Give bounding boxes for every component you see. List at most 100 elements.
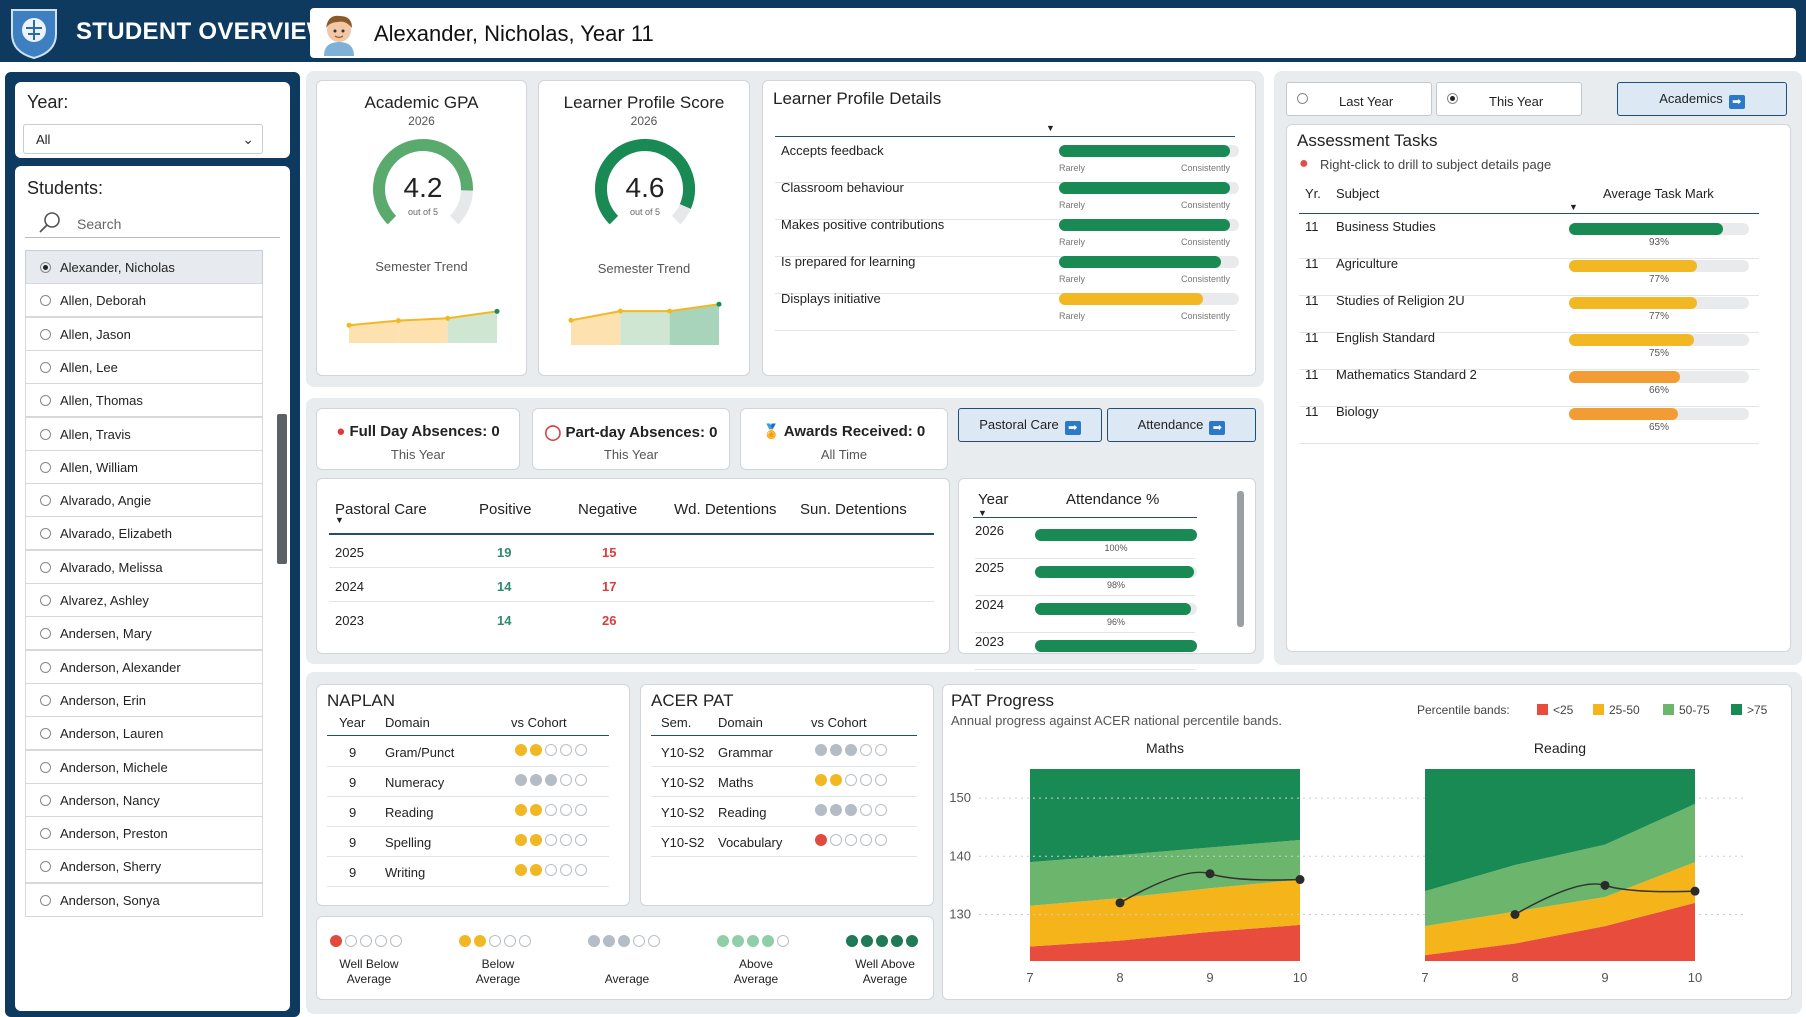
student-list-item[interactable]: Alvarado, Elizabeth [25, 516, 263, 551]
sparkline-point [716, 301, 722, 307]
cohort-rating-dots [330, 935, 402, 947]
learner-profile-details-title: Learner Profile Details [773, 89, 942, 108]
last-year-tab[interactable]: Last Year [1286, 82, 1432, 116]
pastoral-care-table: Pastoral Care Positive Negative Wd. Dete… [316, 478, 950, 654]
student-list-item[interactable]: Allen, Deborah [25, 283, 263, 318]
radio-icon [40, 661, 51, 673]
row-divider [329, 567, 934, 568]
assessment-mark-fill [1569, 260, 1698, 272]
rating-dot-filled [846, 935, 858, 947]
x-tick-label: 10 [1688, 970, 1702, 985]
radio-icon [40, 495, 51, 507]
assessment-row[interactable]: 11 Agriculture 77% [1299, 254, 1759, 296]
attendance-scrollbar[interactable] [1237, 491, 1244, 627]
rating-dot-empty [875, 744, 887, 756]
year-dropdown[interactable]: All ⌄ [23, 124, 263, 154]
student-list-item[interactable]: Anderson, Preston [25, 816, 263, 851]
academics-button[interactable]: Academics ➡ [1617, 82, 1787, 116]
attendance-pct-label: 100% [1104, 543, 1128, 553]
acer-domain: Maths [718, 775, 754, 790]
part-day-absences-text: Part-day Absences: 0 [565, 424, 718, 441]
student-list-item[interactable]: Alvarado, Angie [25, 483, 263, 518]
student-list-item[interactable]: Anderson, Nancy [25, 782, 263, 817]
band-label: >75 [1747, 703, 1768, 717]
student-list-item[interactable]: Allen, Travis [25, 416, 263, 451]
pastoral-care-button[interactable]: Pastoral Care ➡ [958, 408, 1102, 442]
band-label: 25-50 [1609, 703, 1640, 717]
cohort-legend-line1: Well Below [339, 957, 399, 971]
col-naplan-domain: Domain [385, 715, 430, 730]
student-list-item[interactable]: Anderson, Alexander [25, 649, 263, 684]
radio-icon [40, 761, 51, 773]
sort-arrow-icon[interactable]: ▼ [335, 515, 344, 525]
sort-arrow-icon[interactable]: ▼ [978, 508, 987, 518]
attendance-button[interactable]: Attendance ➡ [1107, 408, 1256, 442]
student-list-item[interactable]: Anderson, Sherry [25, 849, 263, 884]
sparkline-line [348, 310, 498, 327]
cohort-legend-item: Average [572, 917, 682, 1001]
student-list-scrollbar[interactable] [277, 414, 287, 564]
student-name-label: Alvarado, Melissa [60, 559, 163, 575]
student-name-label: Anderson, Alexander [60, 659, 181, 675]
radio-selected-icon [1447, 93, 1458, 104]
student-list-item[interactable]: Alvarado, Melissa [25, 549, 263, 584]
rating-dot-filled [530, 804, 542, 816]
year-dropdown-value: All [36, 132, 51, 147]
learner-profile-bar [1059, 145, 1239, 157]
y-tick-label: 150 [949, 790, 971, 805]
assessment-mark-fill [1569, 297, 1698, 309]
acer-pat-title: ACER PAT [651, 691, 734, 710]
naplan-domain: Spelling [385, 835, 432, 850]
assessment-row[interactable]: 11 Business Studies 93% [1299, 217, 1759, 259]
student-list-item[interactable]: Andersen, Mary [25, 616, 263, 651]
lps-gauge: 4.6 out of 5 [595, 139, 695, 225]
sparkline-segment [669, 304, 719, 345]
col-wd-detentions: Wd. Detentions [674, 501, 777, 518]
assessment-row[interactable]: 11 Biology 65% [1299, 402, 1759, 444]
sort-arrow-icon[interactable]: ▼ [1046, 123, 1055, 133]
student-list-item[interactable]: Anderson, Sonya [25, 882, 263, 917]
student-search-input[interactable]: Search [25, 208, 280, 238]
pat-chart-title: Maths [1146, 740, 1184, 756]
student-list-item[interactable]: Alexander, Nicholas [25, 250, 263, 284]
student-list-item[interactable]: Anderson, Erin [25, 682, 263, 717]
pin-icon: ● [1299, 155, 1309, 172]
assessment-row[interactable]: 11 English Standard 75% [1299, 328, 1759, 370]
full-day-absences-title: ● Full Day Absences: 0 [317, 423, 519, 440]
assessment-row[interactable]: 11 Studies of Religion 2U 77% [1299, 291, 1759, 333]
student-list-item[interactable]: Allen, William [25, 449, 263, 484]
student-list-item[interactable]: Anderson, Lauren [25, 716, 263, 751]
assessment-row[interactable]: 11 Mathematics Standard 2 66% [1299, 365, 1759, 407]
gpa-trend-sparkline [346, 308, 500, 343]
rating-dot-empty [575, 804, 587, 816]
attendance-bar-fill [1035, 566, 1194, 578]
assessment-mark-bar [1569, 408, 1749, 420]
assessment-subject: Biology [1336, 404, 1379, 419]
naplan-year: 9 [349, 805, 357, 820]
sort-arrow-icon[interactable]: ▼ [1569, 202, 1578, 212]
academics-button-label: Academics [1659, 91, 1723, 106]
naplan-year: 9 [349, 745, 357, 760]
student-list-item[interactable]: Allen, Lee [25, 349, 263, 384]
cohort-rating-dots [815, 774, 887, 786]
student-name-label: Allen, Deborah [60, 293, 146, 309]
student-list-item[interactable]: Allen, Jason [25, 316, 263, 351]
rating-dot-filled [815, 744, 827, 756]
assessment-year: 11 [1305, 256, 1319, 271]
awards-text: Awards Received: 0 [783, 423, 926, 440]
this-year-tab[interactable]: This Year [1436, 82, 1582, 116]
rating-dot-filled [530, 774, 542, 786]
rating-dot-empty [575, 774, 587, 786]
attendance-bar [1035, 603, 1197, 615]
cohort-rating-dots [815, 804, 887, 816]
sparkline-segment [571, 311, 621, 345]
student-list-item[interactable]: Allen, Thomas [25, 383, 263, 418]
cohort-legend-line2: Average [733, 972, 779, 986]
radio-icon [40, 894, 51, 906]
student-score-point [1600, 880, 1610, 890]
rating-dot-filled [474, 935, 486, 947]
pat-progress-title: PAT Progress [951, 691, 1054, 710]
student-list-item[interactable]: Anderson, Michele [25, 749, 263, 784]
student-list-item[interactable]: Alvarez, Ashley [25, 583, 263, 617]
rating-dot-empty [560, 804, 572, 816]
